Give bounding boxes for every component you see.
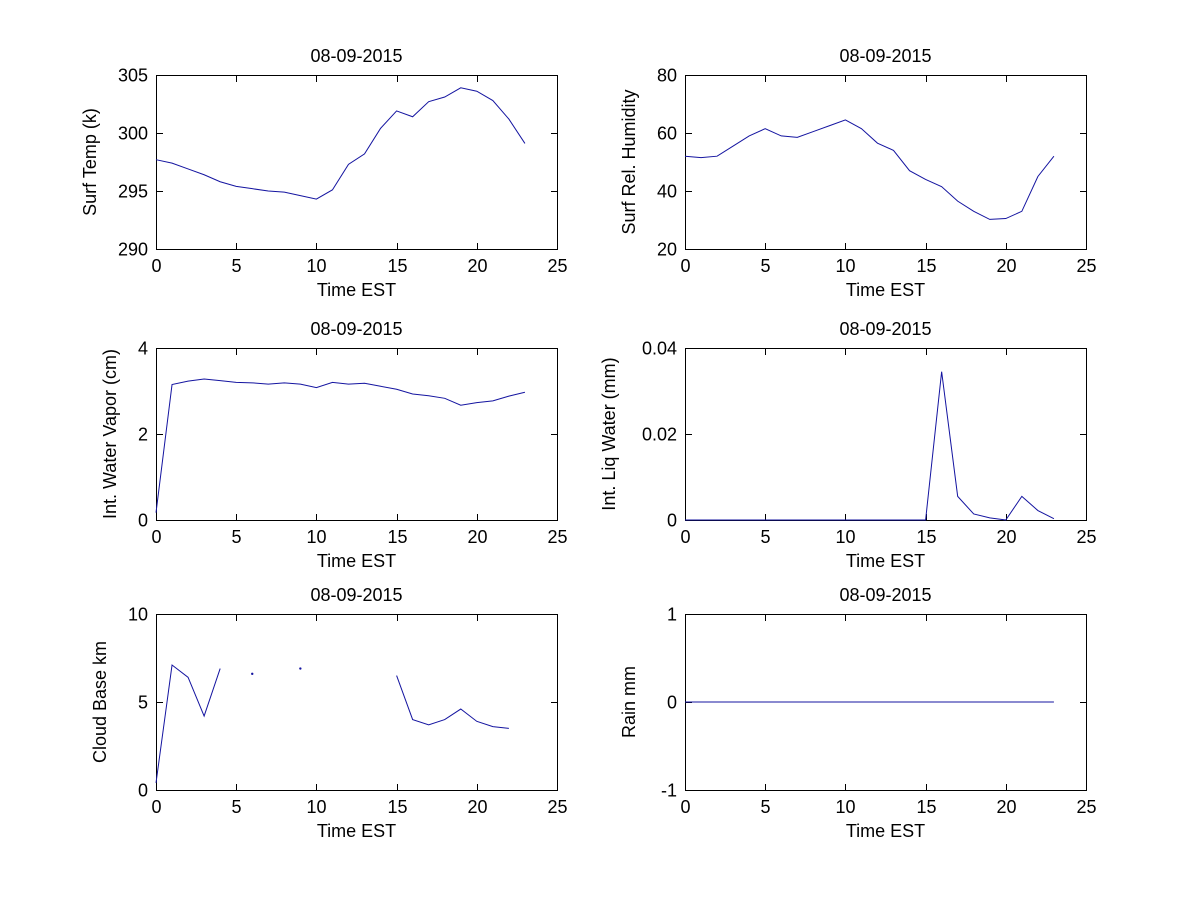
x-tick-label: 15: [916, 256, 936, 276]
y-tick-label: 0.04: [642, 339, 677, 359]
chart-title-int-water-vapor-cm: 08-09-2015: [310, 319, 402, 339]
x-tick-label: 0: [680, 527, 690, 547]
y-tick-label: 0.02: [642, 425, 677, 445]
x-tick-label: 20: [467, 797, 487, 817]
x-tick-label: 10: [835, 256, 855, 276]
x-tick-label: 0: [151, 527, 161, 547]
y-tick-label: 40: [657, 182, 677, 202]
y-tick-label: 290: [118, 240, 148, 260]
subplot-int-water-vapor-cm: 0 5 10 15 20 25 0 2 4 08-09-2015 Time EST Int. Wate…: [100, 319, 568, 571]
x-tick-label: 5: [760, 797, 770, 817]
y-tick-label: 0: [667, 511, 677, 531]
x-tick-label: 25: [547, 527, 567, 547]
x-tick-label: 25: [547, 797, 567, 817]
y-tick-label: 2: [138, 425, 148, 445]
x-tick-label: 15: [387, 256, 407, 276]
chart-title-surf-temp-k: 08-09-2015: [310, 46, 402, 66]
y-axis-label-int-liq-water-mm: Int. Liq Water (mm): [599, 357, 619, 510]
data-point-cloud-base-km: [299, 667, 302, 670]
y-tick-label: 300: [118, 124, 148, 144]
x-tick-label: 20: [996, 256, 1016, 276]
data-line-cloud-base-km: [155, 664, 221, 784]
y-tick-label: 0: [138, 511, 148, 531]
x-tick-label: 15: [387, 527, 407, 547]
y-tick-label: -1: [661, 781, 677, 801]
x-tick-label: 0: [680, 797, 690, 817]
x-tick-label: 0: [151, 256, 161, 276]
x-axis-label-cloud-base-km: Time EST: [317, 821, 396, 841]
x-tick-label: 10: [835, 527, 855, 547]
chart-title-surf-rel-humidity: 08-09-2015: [839, 46, 931, 66]
subplot-surf-temp-k: 0 5 10 15 20 25 290 295 300 305 08-09-2015 Time EST…: [80, 46, 568, 300]
x-axis-label-rain-mm: Time EST: [846, 821, 925, 841]
data-line-int-liq-water-mm: [685, 371, 1055, 521]
y-axis-label-int-water-vapor-cm: Int. Water Vapor (cm): [100, 349, 120, 519]
y-tick-label: 4: [138, 339, 148, 359]
y-tick-label: 60: [657, 124, 677, 144]
x-tick-label: 20: [996, 527, 1016, 547]
x-axis-label-surf-rel-humidity: Time EST: [846, 280, 925, 300]
data-point-cloud-base-km: [251, 672, 254, 676]
x-tick-label: 5: [760, 527, 770, 547]
axis-box-cloud-base-km: [156, 614, 558, 791]
x-tick-label: 25: [1076, 527, 1096, 547]
subplot-surf-rel-humidity: 0 5 10 15 20 25 20 40 60 80 08-09-2015 Time EST Surf…: [619, 46, 1097, 300]
y-axis-label-cloud-base-km: Cloud Base km: [90, 641, 110, 763]
axis-box-int-liq-water-mm: [685, 348, 1087, 521]
x-tick-label: 5: [231, 256, 241, 276]
chart-title-int-liq-water-mm: 08-09-2015: [839, 319, 931, 339]
x-axis-label-int-liq-water-mm: Time EST: [846, 551, 925, 571]
data-line-cloud-base-km: [396, 675, 509, 729]
x-axis-label-int-water-vapor-cm: Time EST: [317, 551, 396, 571]
x-tick-label: 5: [231, 797, 241, 817]
y-tick-label: 80: [657, 66, 677, 86]
x-tick-label: 20: [996, 797, 1016, 817]
y-tick-label: 0: [138, 781, 148, 801]
x-tick-label: 10: [306, 527, 326, 547]
chart-title-cloud-base-km: 08-09-2015: [310, 585, 402, 605]
data-line-surf-temp-k: [155, 87, 526, 200]
x-tick-label: 10: [306, 256, 326, 276]
x-tick-label: 0: [151, 797, 161, 817]
subplot-int-liq-water-mm: 0 5 10 15 20 25 0 0.02 0.04 08-09-2015 Time EST Int…: [599, 319, 1097, 571]
subplot-cloud-base-km: 0 5 10 15 20 25 0 5 10 08-09-2015 Time EST Cloud Ba…: [90, 585, 568, 841]
y-tick-label: 1: [667, 605, 677, 625]
data-line-surf-rel-humidity: [684, 119, 1055, 220]
y-tick-label: 20: [657, 240, 677, 260]
x-tick-label: 20: [467, 527, 487, 547]
y-axis-label-surf-rel-humidity: Surf Rel. Humidity: [619, 89, 639, 234]
y-axis-label-rain-mm: Rain mm: [619, 666, 639, 738]
x-tick-label: 25: [547, 256, 567, 276]
x-tick-label: 10: [306, 797, 326, 817]
y-tick-label: 10: [128, 605, 148, 625]
y-tick-label: 0: [667, 693, 677, 713]
x-tick-label: 5: [231, 527, 241, 547]
x-tick-label: 15: [916, 527, 936, 547]
axis-box-surf-temp-k: [156, 75, 558, 250]
y-tick-label: 5: [138, 693, 148, 713]
x-tick-label: 25: [1076, 256, 1096, 276]
axis-box-int-water-vapor-cm: [156, 348, 558, 521]
y-axis-label-surf-temp-k: Surf Temp (k): [80, 108, 100, 216]
x-tick-label: 20: [467, 256, 487, 276]
x-tick-label: 15: [387, 797, 407, 817]
x-tick-label: 15: [916, 797, 936, 817]
x-tick-label: 10: [835, 797, 855, 817]
x-tick-label: 25: [1076, 797, 1096, 817]
chart-title-rain-mm: 08-09-2015: [839, 585, 931, 605]
x-tick-label: 5: [760, 256, 770, 276]
y-tick-label: 305: [118, 66, 148, 86]
y-tick-label: 295: [118, 182, 148, 202]
data-line-int-water-vapor-cm: [155, 378, 526, 513]
axis-box-surf-rel-humidity: [685, 75, 1087, 250]
x-axis-label-surf-temp-k: Time EST: [317, 280, 396, 300]
x-tick-label: 0: [680, 256, 690, 276]
